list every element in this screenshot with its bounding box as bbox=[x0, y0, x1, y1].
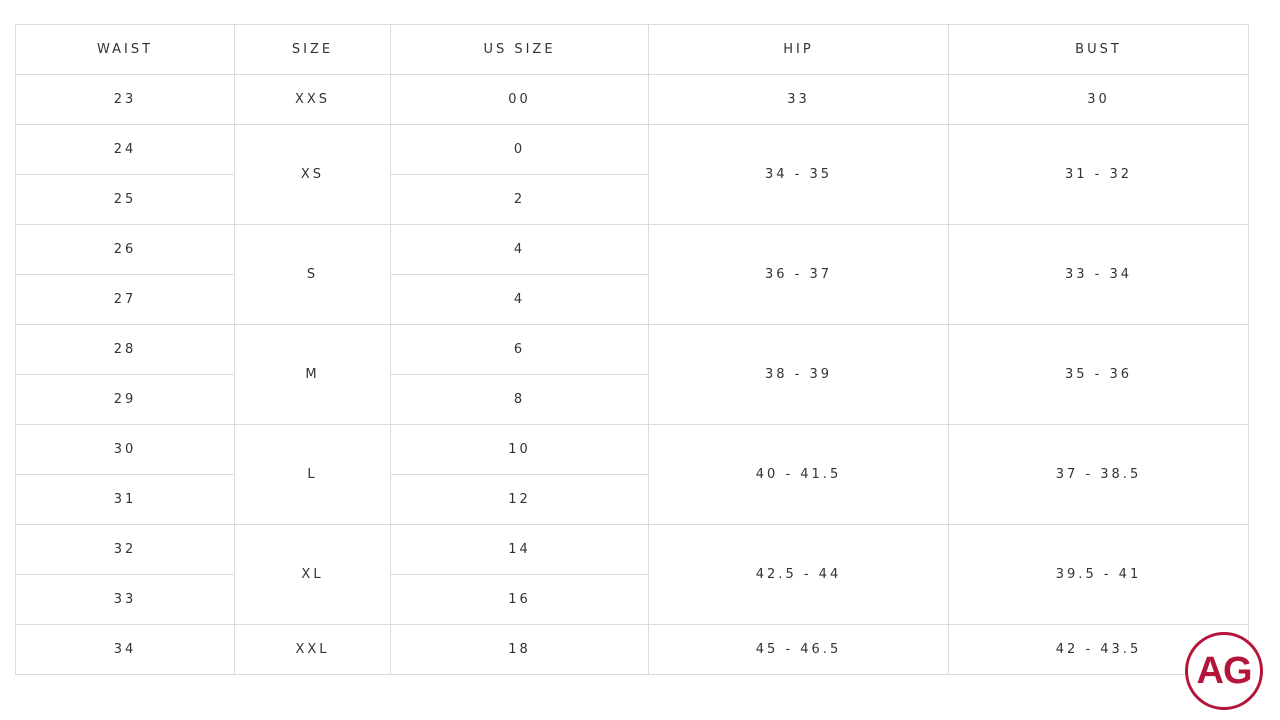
bust-cell: 37 - 38.5 bbox=[948, 424, 1249, 525]
size-cell: XXL bbox=[234, 624, 391, 675]
hip-cell: 36 - 37 bbox=[648, 224, 949, 325]
waist-cell: 26 bbox=[15, 224, 235, 275]
table-row: 32 XL 14 42.5 - 44 39.5 - 41 bbox=[15, 524, 1249, 625]
logo-text: AG bbox=[1196, 649, 1253, 692]
us-size-cell: 16 bbox=[390, 574, 649, 625]
size-cell: M bbox=[234, 324, 391, 425]
hip-cell: 38 - 39 bbox=[648, 324, 949, 425]
table-row: 30 L 10 40 - 41.5 37 - 38.5 bbox=[15, 424, 1249, 525]
size-chart-table: WAIST SIZE US SIZE HIP BUST 23 XXS 00 33 30 2… bbox=[15, 24, 1249, 675]
hip-cell: 34 - 35 bbox=[648, 124, 949, 225]
bust-cell: 31 - 32 bbox=[948, 124, 1249, 225]
us-size-cell: 2 bbox=[390, 174, 649, 225]
size-cell: XS bbox=[234, 124, 391, 225]
us-size-cell: 6 bbox=[390, 324, 649, 375]
header-bust: BUST bbox=[948, 24, 1249, 75]
header-waist: WAIST bbox=[15, 24, 235, 75]
us-size-cell: 8 bbox=[390, 374, 649, 425]
hip-cell: 42.5 - 44 bbox=[648, 524, 949, 625]
hip-cell: 33 bbox=[648, 74, 949, 125]
us-size-cell: 18 bbox=[390, 624, 649, 675]
us-size-cell: 4 bbox=[390, 274, 649, 325]
bust-cell: 30 bbox=[948, 74, 1249, 125]
size-cell: L bbox=[234, 424, 391, 525]
table-row: 29 8 bbox=[15, 374, 1249, 425]
header-size: SIZE bbox=[234, 24, 391, 75]
waist-cell: 29 bbox=[15, 374, 235, 425]
waist-cell: 32 bbox=[15, 524, 235, 575]
us-size-cell: 4 bbox=[390, 224, 649, 275]
hip-cell: 40 - 41.5 bbox=[648, 424, 949, 525]
waist-cell: 23 bbox=[15, 74, 235, 125]
waist-cell: 31 bbox=[15, 474, 235, 525]
table-row: 24 XS 0 34 - 35 31 - 32 bbox=[15, 124, 1249, 225]
table-row: 25 2 bbox=[15, 174, 1249, 225]
us-size-cell: 10 bbox=[390, 424, 649, 475]
waist-cell: 24 bbox=[15, 124, 235, 175]
waist-cell: 28 bbox=[15, 324, 235, 375]
table-row: 34 XXL 18 45 - 46.5 42 - 43.5 bbox=[15, 624, 1249, 675]
us-size-cell: 12 bbox=[390, 474, 649, 525]
size-cell: XXS bbox=[234, 74, 391, 125]
waist-cell: 33 bbox=[15, 574, 235, 625]
waist-cell: 34 bbox=[15, 624, 235, 675]
header-us-size: US SIZE bbox=[390, 24, 649, 75]
us-size-cell: 0 bbox=[390, 124, 649, 175]
ag-logo: AG bbox=[1185, 632, 1263, 710]
table-row: 23 XXS 00 33 30 bbox=[15, 74, 1249, 125]
bust-cell: 35 - 36 bbox=[948, 324, 1249, 425]
us-size-cell: 14 bbox=[390, 524, 649, 575]
table-row: 26 S 4 36 - 37 33 - 34 bbox=[15, 224, 1249, 325]
size-cell: XL bbox=[234, 524, 391, 625]
waist-cell: 27 bbox=[15, 274, 235, 325]
bust-cell: 39.5 - 41 bbox=[948, 524, 1249, 625]
waist-cell: 25 bbox=[15, 174, 235, 225]
table-body: 23 XXS 00 33 30 24 XS 0 34 - 35 31 - 32 25 2 26 S 4 36 … bbox=[15, 74, 1249, 675]
header-row: WAIST SIZE US SIZE HIP BUST bbox=[15, 24, 1249, 75]
waist-cell: 30 bbox=[15, 424, 235, 475]
bust-cell: 33 - 34 bbox=[948, 224, 1249, 325]
hip-cell: 45 - 46.5 bbox=[648, 624, 949, 675]
table-row: 28 M 6 38 - 39 35 - 36 bbox=[15, 324, 1249, 425]
us-size-cell: 00 bbox=[390, 74, 649, 125]
size-cell: S bbox=[234, 224, 391, 325]
header-hip: HIP bbox=[648, 24, 949, 75]
